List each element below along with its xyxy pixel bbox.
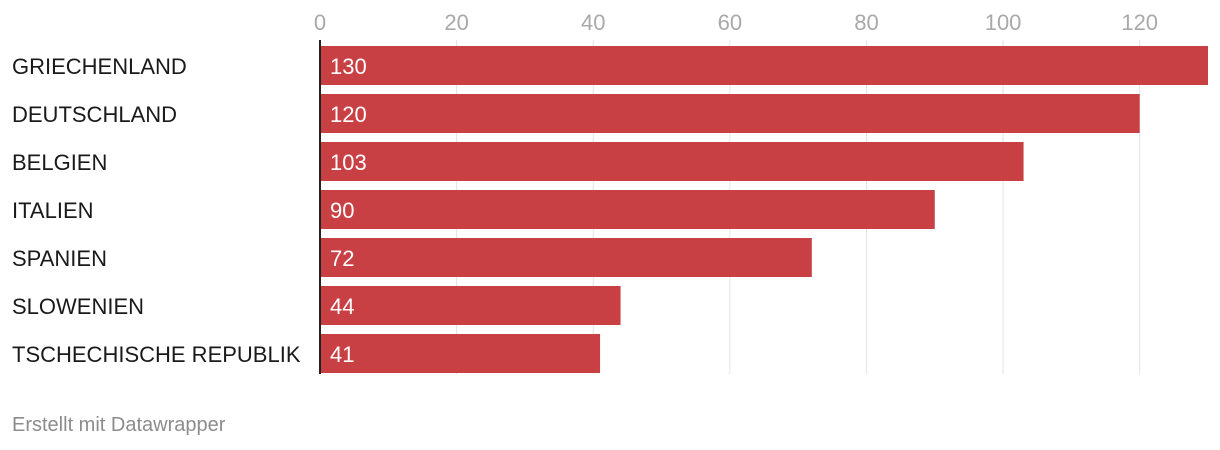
category-label: GRIECHENLAND (12, 54, 187, 79)
bar (320, 142, 1024, 181)
category-label: SPANIEN (12, 246, 107, 271)
x-tick-label: 60 (718, 10, 742, 35)
bars (320, 46, 1208, 373)
x-tick-label: 100 (985, 10, 1022, 35)
category-label: ITALIEN (12, 198, 94, 223)
footer-credit: Erstellt mit Datawrapper (12, 414, 226, 436)
value-label: 103 (330, 150, 367, 175)
x-tick-label: 40 (581, 10, 605, 35)
value-labels: 130 120 103 90 72 44 41 (330, 54, 367, 367)
category-label: SLOWENIEN (12, 294, 144, 319)
bar (320, 238, 812, 277)
x-tick-label: 80 (854, 10, 878, 35)
x-tick-label: 20 (444, 10, 468, 35)
value-label: 90 (330, 198, 354, 223)
x-tick-label: 120 (1121, 10, 1158, 35)
bar (320, 334, 601, 373)
bar (320, 286, 621, 325)
bar (320, 46, 1208, 85)
x-tick-label: 0 (314, 10, 326, 35)
bar (320, 190, 935, 229)
value-label: 120 (330, 102, 367, 127)
category-label: DEUTSCHLAND (12, 102, 177, 127)
value-label: 44 (330, 294, 354, 319)
category-label: BELGIEN (12, 150, 107, 175)
category-labels: GRIECHENLAND DEUTSCHLAND BELGIEN ITALIEN SPA… (12, 54, 301, 367)
bar (320, 94, 1140, 133)
value-label: 41 (330, 342, 354, 367)
category-label: TSCHECHISCHE REPUBLIK (12, 342, 301, 367)
x-axis-ticks: 0 20 40 60 80 100 120 (314, 10, 1158, 35)
value-label: 72 (330, 246, 354, 271)
value-label: 130 (330, 54, 367, 79)
